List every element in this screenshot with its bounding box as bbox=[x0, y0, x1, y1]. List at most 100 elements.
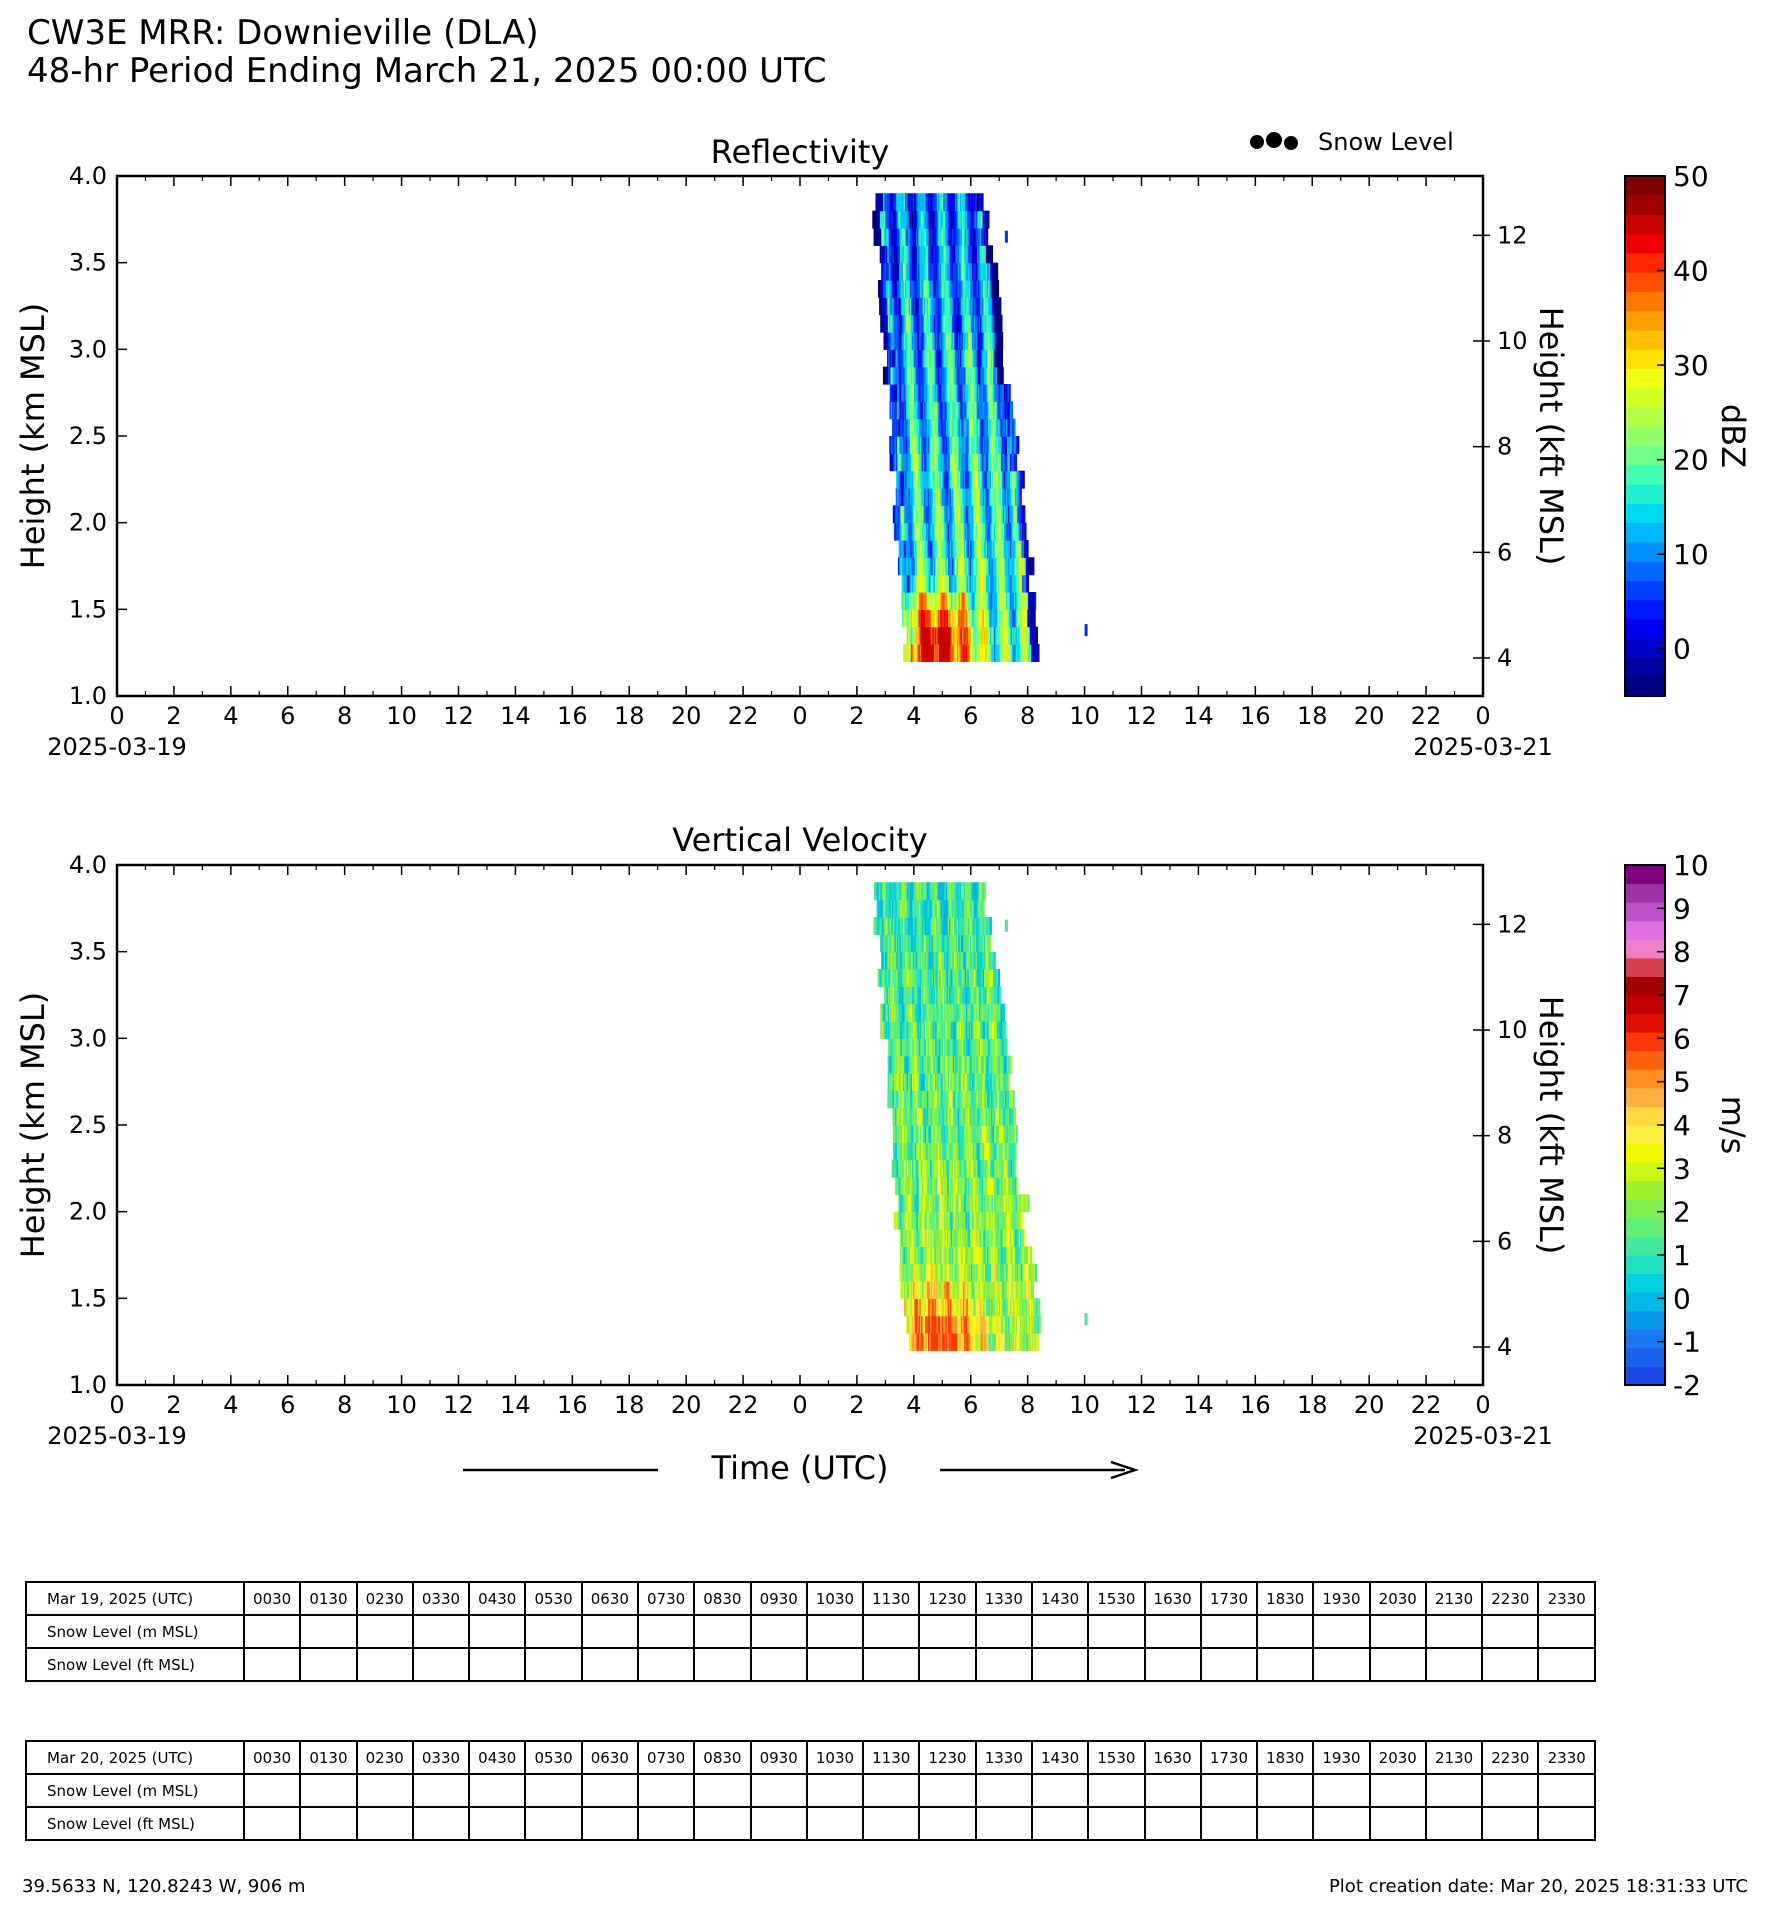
vertical-velocity-echo-cell bbox=[964, 1073, 967, 1091]
reflectivity-echo-cell bbox=[946, 453, 948, 472]
reflectivity-echo-cell bbox=[917, 349, 920, 368]
reflectivity-echo-cell bbox=[992, 332, 995, 350]
vertical-velocity-echo-cell bbox=[986, 1298, 988, 1317]
vertical-velocity-echo-cell bbox=[937, 1107, 940, 1126]
reflectivity-echo-cell bbox=[912, 193, 915, 212]
reflectivity-echo-cell bbox=[995, 349, 998, 368]
vertical-velocity-echo-cell bbox=[974, 1090, 977, 1109]
reflectivity-echo-cell bbox=[970, 193, 973, 212]
vertical-velocity-echo-cell bbox=[944, 1159, 946, 1178]
vertical-velocity-echo-cell bbox=[1013, 1246, 1016, 1265]
reflectivity-echo-cell bbox=[935, 193, 938, 212]
vertical-velocity-echo-cell bbox=[935, 1159, 937, 1178]
reflectivity-echo-cell bbox=[887, 193, 889, 212]
vertical-velocity-echo-cell bbox=[962, 1298, 965, 1317]
reflectivity-echo-cell bbox=[949, 557, 952, 576]
reflectivity-echo-cell bbox=[993, 418, 996, 437]
reflectivity-echo-cell bbox=[989, 349, 992, 368]
vertical-velocity-echo-cell bbox=[920, 1194, 922, 1213]
vertical-velocity-echo-cell bbox=[963, 1333, 966, 1351]
vertical-velocity-echo-cell bbox=[987, 1281, 990, 1299]
vertical-velocity-echo-cell bbox=[954, 1298, 956, 1317]
vertical-velocity-echo-cell bbox=[945, 1263, 948, 1282]
vertical-velocity-echo-cell bbox=[977, 1159, 980, 1178]
vertical-velocity-echo-cell bbox=[916, 1229, 919, 1247]
reflectivity-echo-cell bbox=[985, 436, 988, 454]
vertical-velocity-echo-cell bbox=[885, 986, 887, 1005]
vertical-velocity-echo-cell bbox=[923, 986, 926, 1005]
reflectivity-echo-cell bbox=[902, 522, 905, 541]
vertical-velocity-echo-cell bbox=[896, 1073, 899, 1091]
reflectivity-echo-cell bbox=[945, 418, 948, 437]
reflectivity-echo-cell bbox=[957, 401, 960, 420]
reflectivity-echo-cell bbox=[939, 436, 942, 454]
reflectivity-echo-cell bbox=[971, 297, 974, 316]
reflectivity-echo-cell bbox=[908, 193, 911, 212]
reflectivity-echo-cell bbox=[980, 540, 983, 558]
vertical-velocity-echo-cell bbox=[909, 1142, 912, 1161]
reflectivity-echo-cell bbox=[928, 453, 930, 472]
vertical-velocity-echo-cell bbox=[886, 986, 889, 1005]
reflectivity-echo-cell bbox=[927, 366, 930, 385]
reflectivity-echo-cell bbox=[991, 557, 994, 576]
reflectivity-echo-cell bbox=[899, 522, 901, 541]
vertical-velocity-echo-cell bbox=[915, 1177, 918, 1195]
reflectivity-echo-cell bbox=[992, 522, 995, 541]
vertical-velocity-echo-cell bbox=[1027, 1315, 1030, 1334]
reflectivity-echo-cell bbox=[936, 228, 939, 246]
reflectivity-echo-cell bbox=[998, 314, 1000, 333]
reflectivity-echo-cell bbox=[955, 384, 957, 402]
vertical-velocity-echo-cell bbox=[953, 986, 955, 1005]
reflectivity-echo-cell bbox=[1005, 644, 1008, 662]
vertical-velocity-echo-cell bbox=[901, 1038, 904, 1057]
vertical-velocity-echo-cell bbox=[902, 1211, 905, 1230]
vertical-velocity-echo-cell bbox=[969, 1315, 972, 1334]
vertical-velocity-echo-cell bbox=[975, 1333, 978, 1351]
vertical-velocity-echo-cell bbox=[983, 1125, 986, 1143]
vertical-velocity-echo-cell bbox=[964, 1263, 967, 1282]
vertical-velocity-echo-cell bbox=[973, 1211, 975, 1230]
vertical-velocity-echo-cell bbox=[945, 1038, 948, 1057]
vertical-velocity-echo-cell bbox=[937, 986, 940, 1005]
vertical-velocity-echo-cell bbox=[882, 1003, 885, 1022]
vertical-velocity-echo-cell bbox=[1018, 1229, 1021, 1247]
reflectivity-echo-cell bbox=[961, 540, 964, 558]
vertical-velocity-echo-cell bbox=[973, 1125, 976, 1143]
reflectivity-echo-cell bbox=[921, 210, 923, 229]
vertical-velocity-echo-cell bbox=[994, 1038, 996, 1057]
vertical-velocity-echo-cell bbox=[896, 1177, 898, 1195]
vertical-velocity-echo-cell bbox=[1010, 1281, 1013, 1299]
reflectivity-echo-cell bbox=[971, 349, 974, 368]
reflectivity-echo-cell bbox=[979, 210, 982, 229]
vertical-velocity-echo-cell bbox=[997, 1298, 1000, 1317]
reflectivity-echo-cell bbox=[959, 366, 962, 385]
vertical-velocity-echo-cell bbox=[932, 1281, 935, 1299]
reflectivity-echo-cell bbox=[969, 557, 972, 576]
reflectivity-echo-cell bbox=[949, 505, 951, 524]
reflectivity-echo-cell bbox=[950, 332, 952, 350]
reflectivity-echo-cell bbox=[997, 470, 1000, 489]
vertical-velocity-echo-cell bbox=[980, 1246, 983, 1265]
vertical-velocity-echo-cell bbox=[994, 1333, 997, 1351]
reflectivity-echo-cell bbox=[969, 262, 972, 281]
reflectivity-echo-cell bbox=[953, 228, 955, 246]
vertical-velocity-echo-cell bbox=[934, 969, 936, 987]
reflectivity-echo-cell bbox=[929, 453, 932, 472]
vertical-velocity-echo-cell bbox=[915, 1125, 918, 1143]
vertical-velocity-echo-cell bbox=[1000, 1125, 1003, 1143]
reflectivity-echo-cell bbox=[982, 557, 985, 576]
reflectivity-echo-cell bbox=[990, 522, 992, 541]
reflectivity-echo-cell bbox=[1007, 453, 1010, 472]
vertical-velocity-echo-cell bbox=[962, 1021, 965, 1039]
vertical-velocity-echo-cell bbox=[952, 1211, 955, 1230]
reflectivity-echo-cell bbox=[954, 228, 957, 246]
vertical-velocity-echo-cell bbox=[945, 1194, 948, 1213]
vertical-velocity-echo-cell bbox=[968, 1003, 971, 1022]
vertical-velocity-echo-cell bbox=[979, 1194, 981, 1213]
reflectivity-echo-cell bbox=[936, 193, 939, 212]
reflectivity-echo-cell bbox=[917, 314, 920, 333]
reflectivity-echo-cell bbox=[920, 592, 923, 610]
vertical-velocity-echo-cell bbox=[929, 1177, 932, 1195]
reflectivity-echo-cell bbox=[1013, 574, 1015, 593]
vertical-velocity-echo-cell bbox=[945, 1315, 948, 1334]
